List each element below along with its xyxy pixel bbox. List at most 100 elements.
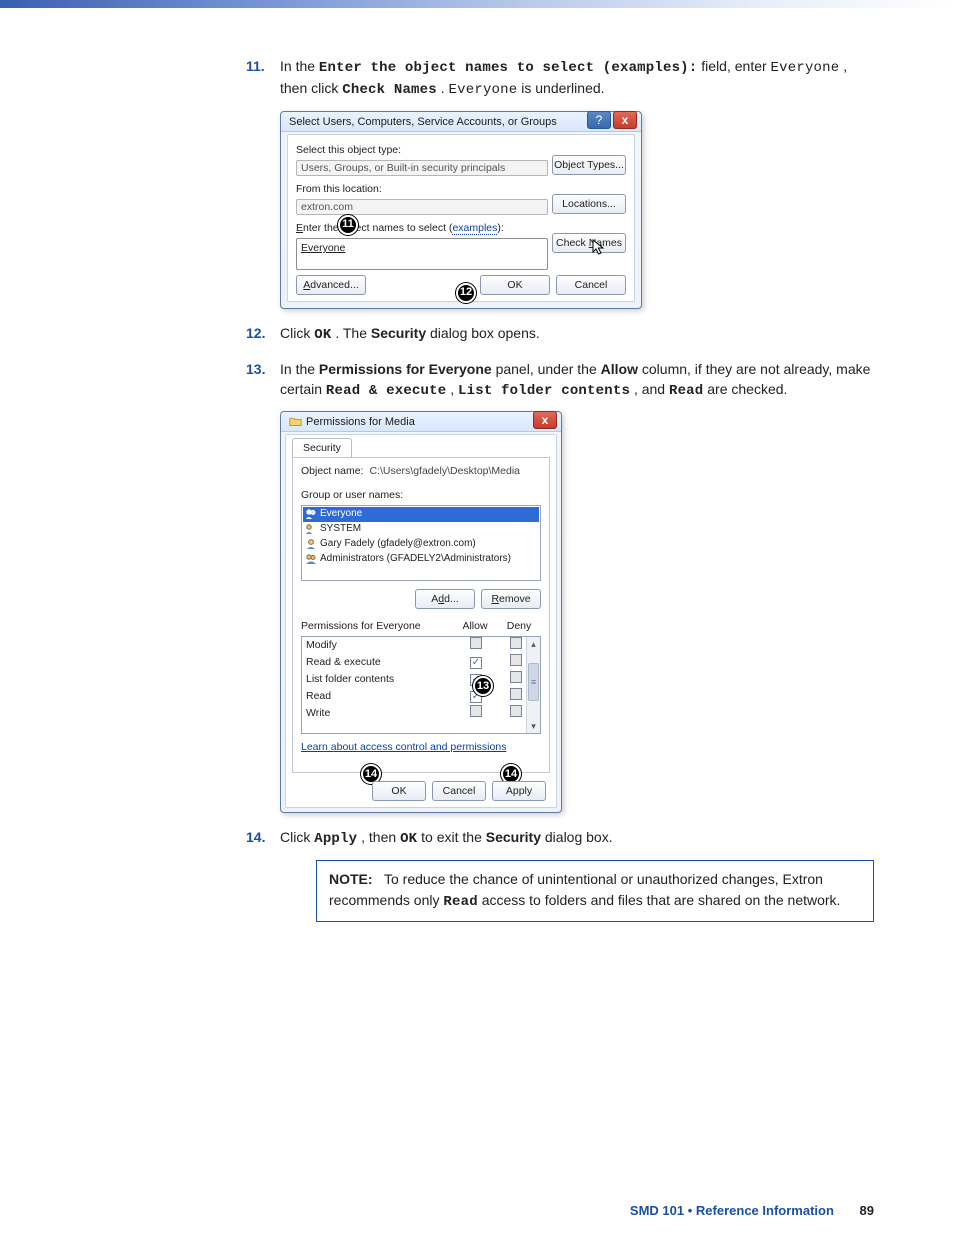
security-panel: Object name: C:\Users\gfadely\Desktop\Me… bbox=[292, 457, 550, 773]
cursor-icon bbox=[592, 239, 606, 257]
instruction-list: 11. In the Enter the object names to sel… bbox=[280, 56, 874, 922]
text: In the bbox=[280, 58, 319, 74]
perm-name: Read bbox=[669, 383, 703, 399]
scroll-thumb[interactable]: ≡ bbox=[528, 663, 539, 701]
deny-checkbox[interactable] bbox=[510, 688, 522, 700]
cancel-button[interactable]: Cancel bbox=[432, 781, 486, 801]
scroll-up-icon[interactable]: ▴ bbox=[527, 637, 540, 651]
step-14: 14. Click Apply , then OK to exit the Se… bbox=[280, 827, 874, 921]
apply-button[interactable]: Apply bbox=[492, 781, 546, 801]
button-name: OK bbox=[400, 831, 417, 847]
permissions-table: Modify Read & execute ✓ List folder cont… bbox=[301, 636, 541, 734]
step-13: 13. In the Permissions for Everyone pane… bbox=[280, 359, 874, 814]
page-content: 11. In the Enter the object names to sel… bbox=[0, 56, 954, 1236]
text: dialog box. bbox=[545, 829, 613, 845]
footer-page: 89 bbox=[860, 1203, 874, 1218]
tab-security[interactable]: Security bbox=[292, 438, 352, 458]
note-box: NOTE: To reduce the chance of unintentio… bbox=[316, 860, 874, 922]
check-names-button[interactable]: Check Names bbox=[552, 233, 626, 253]
advanced-button[interactable]: Advanced... bbox=[296, 275, 366, 295]
dialog-name: Security bbox=[486, 829, 541, 845]
deny-checkbox[interactable] bbox=[510, 671, 522, 683]
dialog-name: Security bbox=[371, 325, 426, 341]
note-text: access to folders and files that are sha… bbox=[482, 892, 841, 908]
button-name: Check Names bbox=[342, 82, 437, 98]
list-item[interactable]: Everyone bbox=[303, 507, 539, 522]
deny-checkbox[interactable] bbox=[510, 705, 522, 717]
text: , bbox=[450, 381, 458, 397]
ok-button[interactable]: OK bbox=[372, 781, 426, 801]
locations-button[interactable]: Locations... bbox=[552, 194, 626, 214]
location-label: From this location: bbox=[296, 182, 548, 197]
help-icon[interactable]: ? bbox=[587, 111, 611, 129]
object-names-input[interactable]: Everyone bbox=[296, 238, 548, 270]
dialog-body: Security Object name: C:\Users\gfadely\D… bbox=[285, 434, 557, 808]
perms-label: Permissions for Everyone bbox=[301, 619, 453, 634]
text: , and bbox=[634, 381, 669, 397]
footer-sep: • bbox=[688, 1203, 696, 1218]
allow-checkbox[interactable]: ✓ bbox=[470, 657, 482, 669]
permissions-dialog: Permissions for Media x Security Object … bbox=[280, 411, 562, 813]
object-type-label: Select this object type: bbox=[296, 143, 548, 158]
step-number: 12. bbox=[246, 323, 265, 343]
close-icon[interactable]: x bbox=[533, 411, 557, 429]
deny-checkbox[interactable] bbox=[510, 654, 522, 666]
list-item[interactable]: Gary Fadely (gfadely@extron.com) bbox=[303, 537, 539, 552]
ok-button[interactable]: OK bbox=[480, 275, 550, 295]
text: Click bbox=[280, 829, 314, 845]
remove-button[interactable]: Remove bbox=[481, 589, 541, 609]
users-icon bbox=[305, 553, 317, 565]
select-users-dialog: Select Users, Computers, Service Account… bbox=[280, 111, 642, 309]
step-12: 12. Click OK . The Security dialog box o… bbox=[280, 323, 874, 345]
scrollbar[interactable]: ▴ ≡ ▾ bbox=[526, 637, 540, 733]
text: to exit the bbox=[421, 829, 486, 845]
list-item[interactable]: Administrators (GFADELY2\Administrators) bbox=[303, 552, 539, 567]
step-number: 14. bbox=[246, 827, 265, 847]
allow-header: Allow bbox=[453, 619, 497, 634]
cancel-button[interactable]: Cancel bbox=[556, 275, 626, 295]
table-row: Read & execute ✓ bbox=[302, 654, 540, 671]
callout-12: 12 bbox=[456, 283, 476, 303]
button-name: OK bbox=[314, 327, 331, 343]
group-listbox[interactable]: Everyone SYSTEM Gary Fadely (gfadely@ext… bbox=[301, 505, 541, 581]
allow-checkbox[interactable] bbox=[470, 637, 482, 649]
object-types-button[interactable]: Object Types... bbox=[552, 155, 626, 175]
footer-product: SMD 101 bbox=[630, 1203, 684, 1218]
table-row: Modify bbox=[302, 637, 540, 654]
button-name: Apply bbox=[314, 831, 357, 847]
scroll-down-icon[interactable]: ▾ bbox=[527, 719, 540, 733]
step-11: 11. In the Enter the object names to sel… bbox=[280, 56, 874, 309]
text: . bbox=[441, 80, 449, 96]
text: panel, under the bbox=[496, 361, 601, 377]
text: . The bbox=[335, 325, 371, 341]
folder-icon bbox=[289, 415, 302, 428]
dialog-body: Select this object type: Users, Groups, … bbox=[287, 134, 635, 302]
table-row: Read ✓ bbox=[302, 688, 540, 705]
panel-name: Permissions for Everyone bbox=[319, 361, 492, 377]
text: dialog box opens. bbox=[430, 325, 540, 341]
note-heading: NOTE: bbox=[329, 871, 373, 887]
object-type-field: Users, Groups, or Built-in security prin… bbox=[296, 160, 548, 176]
allow-checkbox[interactable] bbox=[470, 705, 482, 717]
deny-checkbox[interactable] bbox=[510, 637, 522, 649]
table-row: List folder contents ✓ bbox=[302, 671, 540, 688]
group-label: Group or user names: bbox=[301, 488, 541, 503]
perm-name: List folder contents bbox=[458, 383, 630, 399]
close-icon[interactable]: x bbox=[613, 111, 637, 129]
step-number: 11. bbox=[246, 56, 265, 76]
add-button[interactable]: Add... bbox=[415, 589, 475, 609]
footer-section: Reference Information bbox=[696, 1203, 834, 1218]
value: Everyone bbox=[771, 60, 840, 76]
object-name-value: C:\Users\gfadely\Desktop\Media bbox=[369, 464, 520, 479]
text: , then bbox=[361, 829, 400, 845]
location-field: extron.com bbox=[296, 199, 548, 215]
text: field, enter bbox=[701, 58, 770, 74]
callout-11: 11 bbox=[338, 215, 358, 235]
user-icon bbox=[305, 538, 317, 550]
text: Click bbox=[280, 325, 314, 341]
list-item[interactable]: SYSTEM bbox=[303, 522, 539, 537]
help-link[interactable]: Learn about access control and permissio… bbox=[301, 740, 541, 755]
dialog-title: Permissions for Media bbox=[281, 412, 561, 432]
deny-header: Deny bbox=[497, 619, 541, 634]
entered-name: Everyone bbox=[301, 242, 345, 254]
